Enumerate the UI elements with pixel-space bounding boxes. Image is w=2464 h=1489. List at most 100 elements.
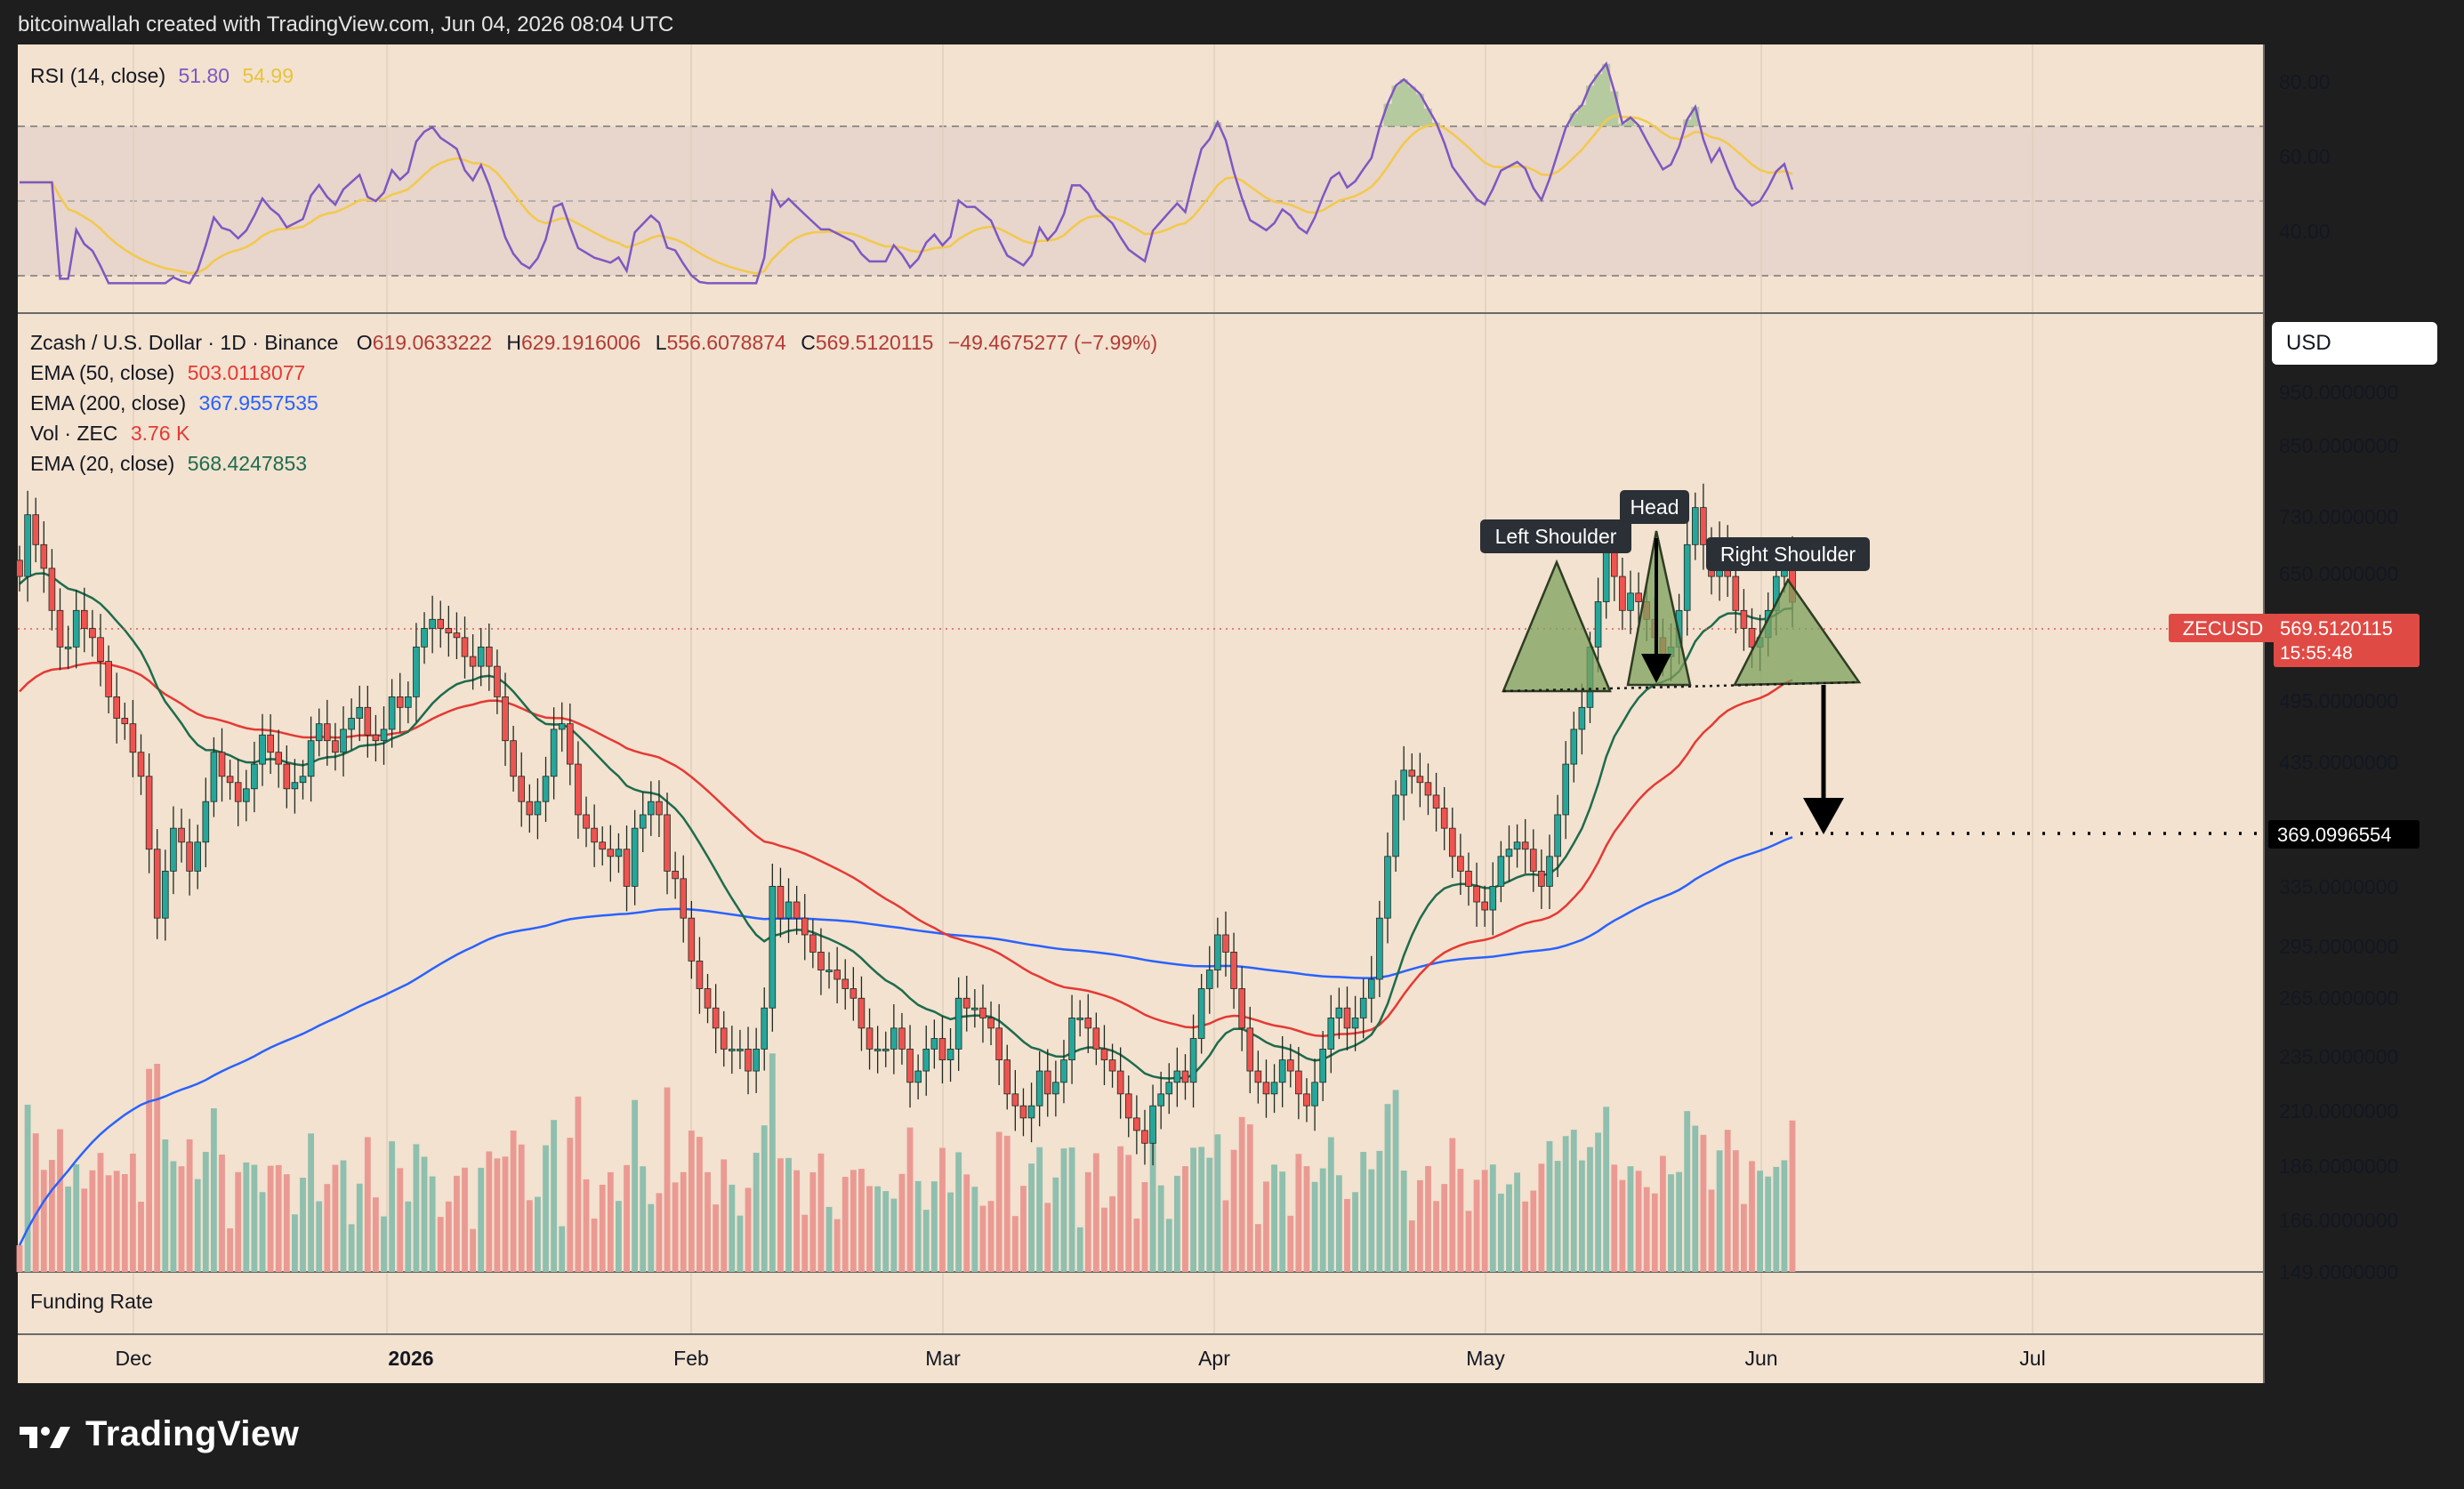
candle-body (89, 628, 96, 639)
candle-body (72, 609, 80, 648)
volume-bar (1352, 1192, 1358, 1272)
volume-bar (737, 1215, 744, 1272)
candle-body (32, 514, 40, 545)
volume-bar (283, 1174, 290, 1272)
volume-bar (1287, 1215, 1294, 1272)
time-axis-label: Dec (116, 1347, 152, 1370)
candle-body (858, 997, 866, 1029)
volume-bar (462, 1167, 468, 1272)
candle-body (1319, 1049, 1326, 1083)
tradingview-logo[interactable]: TradingView (20, 1414, 299, 1454)
volume-bar (882, 1191, 890, 1272)
price-axis: 950.0000000 850.0000000 730.0000000 650.000… (2279, 381, 2398, 1284)
candle-body (372, 734, 380, 742)
volume-bar (1700, 1134, 1707, 1272)
price-axis-label: 186.0000000 (2279, 1155, 2398, 1178)
candle-body (1173, 1070, 1181, 1083)
candle-body (1133, 1117, 1140, 1131)
volume-bar (292, 1214, 298, 1272)
volume-bar (624, 1164, 630, 1272)
rsi-legend-value: 51.80 (178, 64, 230, 87)
volume-legend-value: 3.76 K (130, 422, 190, 445)
candle-body (105, 661, 112, 697)
candle-body (429, 618, 436, 629)
ohlc-low: 556.6078874 (666, 331, 786, 354)
volume-bar (1659, 1155, 1666, 1272)
volume-bar (348, 1224, 355, 1272)
candle-body (1376, 917, 1383, 980)
volume-bar (227, 1227, 234, 1272)
candle-body (162, 870, 169, 919)
volume-bar (1206, 1157, 1213, 1272)
funding-rate-label: Funding Rate (30, 1290, 153, 1313)
volume-bar (866, 1186, 873, 1272)
volume-bar (559, 1226, 566, 1272)
volume-bar (437, 1217, 444, 1272)
ema20-legend: EMA (20, close) 568.4247853 (30, 452, 307, 476)
candle-body (267, 734, 274, 753)
ohlc-open: 619.0633222 (372, 331, 492, 354)
volume-bar (1570, 1130, 1577, 1272)
candle-body (1335, 1007, 1343, 1018)
candle-body (1116, 1070, 1124, 1095)
candle-body (729, 1049, 736, 1051)
currency-selector[interactable]: USD (2272, 322, 2437, 365)
volume-bar (1133, 1218, 1140, 1272)
candle-body (1311, 1082, 1318, 1107)
price-axis-label: 435.0000000 (2279, 751, 2398, 774)
ohlc-change: −49.4675277 (−7.99%) (947, 331, 1158, 354)
rsi-legend: RSI (14, close) 51.80 54.99 (30, 64, 294, 88)
volume-bar (1400, 1170, 1407, 1272)
candle-body (567, 723, 574, 765)
candle-body (1295, 1070, 1302, 1095)
volume-bar (1481, 1170, 1488, 1272)
volume-bar (259, 1192, 266, 1272)
volume-bar (429, 1176, 436, 1272)
volume-bar (1230, 1149, 1237, 1272)
volume-bar (332, 1164, 339, 1272)
rsi-ma-legend-value: 54.99 (242, 64, 294, 87)
volume-bar (421, 1156, 428, 1272)
candle-body (1222, 934, 1229, 953)
ohlc-close: 569.5120115 (815, 331, 934, 354)
candle-body (745, 1049, 752, 1072)
volume-bar (478, 1167, 485, 1272)
volume-bar (130, 1153, 136, 1272)
candle-body (1408, 769, 1416, 777)
volume-bar (1489, 1164, 1496, 1272)
candle-body (575, 763, 582, 816)
volume-bar (186, 1139, 193, 1272)
candle-body (817, 952, 825, 970)
head-arrow-icon (1641, 654, 1671, 683)
volume-bar (898, 1173, 906, 1272)
volume-bar (640, 1166, 647, 1272)
volume-bar (906, 1127, 914, 1272)
candle-body (688, 917, 696, 962)
time-axis-label: 2026 (388, 1347, 433, 1370)
volume-bar (1522, 1201, 1529, 1272)
volume-bar (1036, 1147, 1043, 1272)
volume-bar (1214, 1134, 1221, 1272)
volume-bar (1732, 1150, 1739, 1272)
volume-bar (1684, 1111, 1691, 1272)
svg-text:369.0996554: 369.0996554 (2277, 824, 2391, 846)
candle-body (48, 567, 56, 611)
volume-bar (1384, 1104, 1391, 1272)
candle-body (1748, 628, 1756, 648)
candle-body (1457, 856, 1464, 872)
volume-bar (502, 1156, 509, 1272)
rsi-line (20, 61, 1794, 285)
volume-bar (1238, 1116, 1245, 1272)
volume-bar (930, 1181, 938, 1272)
candle-body (315, 723, 323, 742)
volume-bar (1668, 1174, 1674, 1272)
candle-body (234, 782, 242, 802)
volume-bar (1757, 1171, 1763, 1272)
volume-bar (753, 1152, 760, 1272)
candle-body (299, 776, 307, 784)
volume-bar (543, 1145, 549, 1272)
head-triangle (1626, 530, 1692, 687)
volume-bar (1425, 1165, 1431, 1272)
